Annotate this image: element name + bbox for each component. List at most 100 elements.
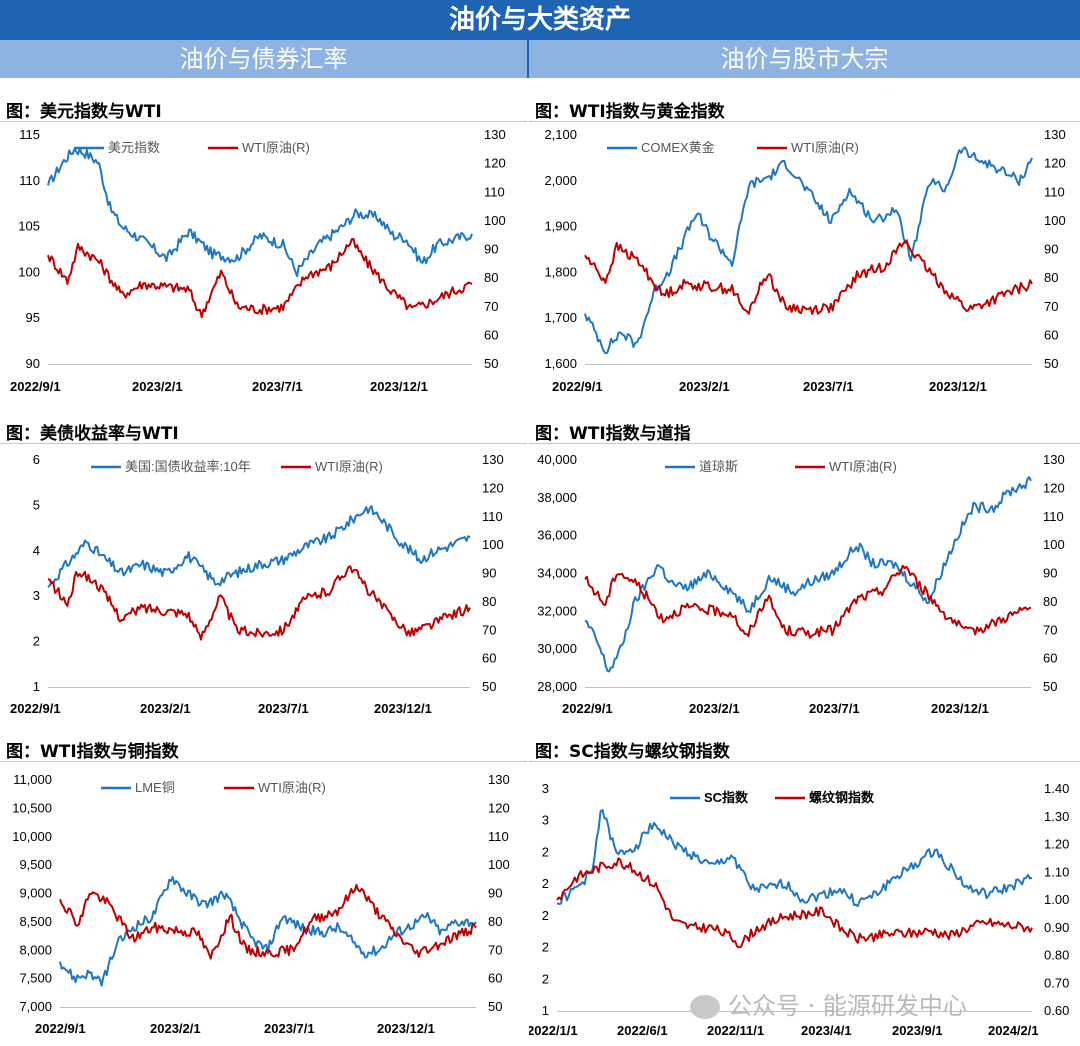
legend-label: COMEX黄金 — [641, 140, 715, 155]
y2-tick-label: 1.10 — [1044, 864, 1069, 879]
y-tick-label: 9,000 — [19, 886, 52, 901]
y2-tick-label: 1.30 — [1044, 809, 1069, 824]
chart-title: 图：WTI指数与道指 — [535, 424, 691, 444]
y2-tick-label: 90 — [484, 242, 498, 257]
y-tick-label: 10,000 — [12, 829, 52, 844]
section-divider — [527, 40, 529, 78]
chart-panel-wti-gold: 图：WTI指数与黄金指数 1,600 1,700 1,800 1,900 2,000 2,… — [529, 97, 1080, 402]
y2-tick-label: 110 — [484, 184, 505, 199]
series-line-1 — [556, 809, 1033, 908]
x-tick-label: 2023/2/1 — [132, 379, 183, 394]
y2-tick-label: 1.40 — [1044, 781, 1069, 796]
section-title-bonds-fx: 油价与债券汇率 — [0, 40, 527, 78]
y2-tick-label: 90 — [482, 566, 496, 581]
y2-tick-label: 120 — [484, 156, 506, 171]
legend-label: 美国:国债收益率:10年 — [125, 459, 251, 474]
chart-svg: 1 2 3 4 5 6 50 60 70 80 90 100 110 120 130 2022/9/1 2023… — [10, 452, 504, 716]
y2-tick-label: 0.70 — [1044, 975, 1069, 990]
y2-tick-label: 50 — [1043, 679, 1057, 694]
y2-tick-label: 1.00 — [1044, 892, 1069, 907]
x-tick-label: 2023/12/1 — [377, 1021, 435, 1036]
y2-tick-label: 80 — [1043, 594, 1057, 609]
chart-title: 图：美元指数与WTI — [6, 102, 162, 122]
series-line-1 — [47, 147, 473, 278]
x-tick-label: 2022/9/1 — [552, 379, 603, 394]
chart-panel-wti-dow: 图：WTI指数与道指 28,000 30,000 32,000 34,000 36,00… — [529, 419, 1080, 725]
y2-tick-label: 60 — [488, 971, 502, 986]
y-tick-label: 10,500 — [12, 800, 52, 815]
y-tick-label: 1 — [542, 1003, 549, 1018]
y-tick-label: 1 — [33, 679, 40, 694]
y2-tick-label: 120 — [488, 800, 510, 815]
y2-tick-label: 70 — [484, 299, 498, 314]
y-tick-label: 1,600 — [544, 356, 577, 371]
x-tick-label: 2023/2/1 — [679, 379, 730, 394]
x-tick-label: 2023/7/1 — [258, 701, 309, 716]
y-tick-label: 4 — [33, 543, 40, 558]
x-tick-label: 2023/2/1 — [140, 701, 191, 716]
wechat-icon — [690, 995, 720, 1019]
x-tick-label: 2022/1/1 — [529, 1023, 578, 1038]
y-tick-label: 9,500 — [19, 857, 52, 872]
x-tick-label: 2022/6/1 — [617, 1023, 668, 1038]
watermark-text: 公众号 · 能源研发中心 — [728, 992, 967, 1020]
y-tick-label: 32,000 — [537, 603, 577, 618]
x-tick-label: 2022/9/1 — [10, 379, 61, 394]
y-tick-label: 2 — [542, 844, 549, 859]
chart-svg: 1 2 2 2 2 2 3 3 0.60 0.70 0.80 0.90 1.00 1.10 1.20 1.30… — [529, 781, 1069, 1038]
x-tick-label: 2023/7/1 — [803, 379, 854, 394]
y-tick-label: 7,000 — [19, 999, 52, 1014]
y2-tick-label: 90 — [488, 886, 502, 901]
y2-tick-label: 110 — [488, 829, 509, 844]
y-tick-label: 28,000 — [537, 679, 577, 694]
series-line-1 — [59, 876, 477, 987]
y-tick-label: 100 — [18, 264, 40, 279]
y2-tick-label: 50 — [488, 999, 502, 1014]
y-tick-label: 95 — [26, 310, 40, 325]
chart-title: 图：SC指数与螺纹钢指数 — [535, 742, 730, 762]
legend-label: WTI原油(R) — [791, 140, 859, 155]
y2-tick-label: 80 — [488, 914, 502, 929]
x-tick-label: 2023/2/1 — [150, 1021, 201, 1036]
x-tick-label: 2022/9/1 — [562, 701, 613, 716]
y2-tick-label: 60 — [484, 327, 498, 342]
y-tick-label: 8,500 — [19, 914, 52, 929]
y-tick-label: 3 — [542, 781, 549, 796]
y2-tick-label: 120 — [1043, 480, 1065, 495]
y2-tick-label: 130 — [1043, 452, 1065, 467]
y2-tick-label: 110 — [1044, 184, 1065, 199]
y-tick-label: 90 — [26, 356, 40, 371]
chart-title: 图：WTI指数与黄金指数 — [535, 102, 725, 122]
legend-label: 螺纹钢指数 — [809, 790, 875, 805]
y2-tick-label: 70 — [488, 942, 502, 957]
y2-tick-label: 60 — [1043, 651, 1057, 666]
y2-tick-label: 70 — [482, 622, 496, 637]
y-tick-label: 105 — [18, 219, 40, 234]
legend-label: 道琼斯 — [699, 459, 738, 474]
y-tick-label: 8,000 — [19, 942, 52, 957]
x-tick-label: 2022/9/1 — [10, 701, 61, 716]
legend-label: WTI原油(R) — [315, 459, 383, 474]
x-tick-label: 2022/11/1 — [707, 1023, 764, 1038]
y2-tick-label: 1.20 — [1044, 837, 1069, 852]
y2-tick-label: 80 — [484, 270, 498, 285]
x-tick-label: 2023/7/1 — [809, 701, 860, 716]
x-tick-label: 2023/7/1 — [252, 379, 303, 394]
chart-svg: 7,000 7,500 8,000 8,500 9,000 9,500 10,000 10,5… — [12, 772, 510, 1036]
y2-tick-label: 0.60 — [1044, 1003, 1069, 1018]
chart-svg: 90 95 100 105 110 115 50 60 70 80 90 100 110 120 130 20… — [10, 127, 506, 394]
y-tick-label: 2 — [542, 908, 549, 923]
legend-label: WTI原油(R) — [258, 780, 326, 795]
x-tick-label: 2023/2/1 — [689, 701, 740, 716]
legend-label: SC指数 — [704, 790, 749, 805]
x-tick-label: 2023/7/1 — [264, 1021, 315, 1036]
y-tick-label: 6 — [33, 452, 40, 467]
y2-tick-label: 80 — [1044, 270, 1058, 285]
x-tick-label: 2023/12/1 — [931, 701, 989, 716]
y-tick-label: 34,000 — [537, 566, 577, 581]
y-tick-label: 2,100 — [544, 127, 577, 142]
y2-tick-label: 90 — [1043, 566, 1057, 581]
chart-svg: 1,600 1,700 1,800 1,900 2,000 2,100 50 60 70 80 90… — [544, 127, 1065, 394]
section-title-stocks-commodities: 油价与股市大宗 — [529, 40, 1080, 78]
y-tick-label: 1,800 — [544, 264, 577, 279]
